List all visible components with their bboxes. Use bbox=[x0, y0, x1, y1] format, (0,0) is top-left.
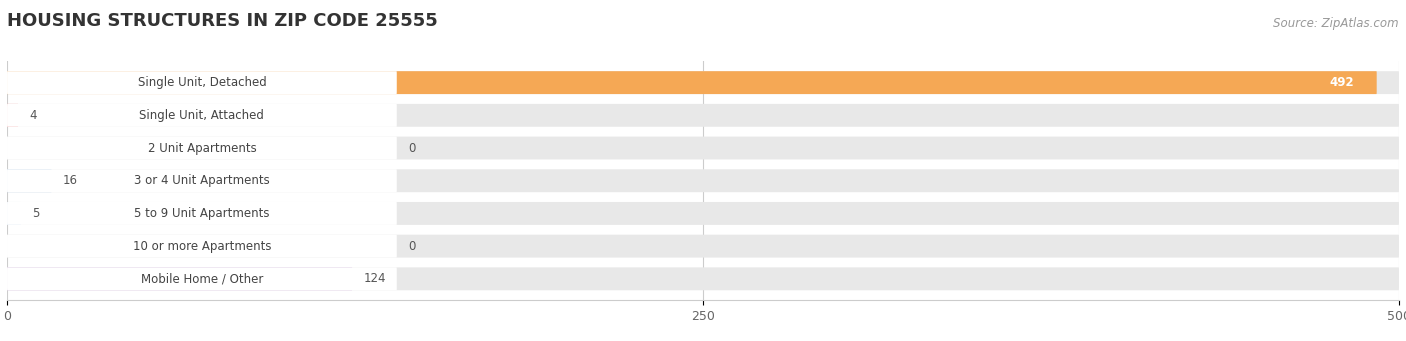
FancyBboxPatch shape bbox=[7, 169, 1399, 192]
Text: 124: 124 bbox=[363, 272, 385, 285]
Text: Single Unit, Attached: Single Unit, Attached bbox=[139, 109, 264, 122]
Text: Mobile Home / Other: Mobile Home / Other bbox=[141, 272, 263, 285]
FancyBboxPatch shape bbox=[7, 104, 1399, 127]
FancyBboxPatch shape bbox=[7, 104, 18, 127]
FancyBboxPatch shape bbox=[7, 202, 1399, 225]
Text: 0: 0 bbox=[408, 142, 415, 154]
FancyBboxPatch shape bbox=[7, 104, 396, 127]
FancyBboxPatch shape bbox=[7, 71, 1399, 94]
FancyBboxPatch shape bbox=[7, 267, 1399, 290]
FancyBboxPatch shape bbox=[7, 71, 396, 94]
Text: 5: 5 bbox=[32, 207, 39, 220]
FancyBboxPatch shape bbox=[7, 137, 396, 160]
FancyBboxPatch shape bbox=[7, 169, 396, 192]
FancyBboxPatch shape bbox=[7, 71, 1376, 94]
Text: 2 Unit Apartments: 2 Unit Apartments bbox=[148, 142, 256, 154]
Text: 16: 16 bbox=[63, 174, 77, 187]
FancyBboxPatch shape bbox=[7, 169, 52, 192]
FancyBboxPatch shape bbox=[7, 235, 1399, 257]
FancyBboxPatch shape bbox=[7, 202, 21, 225]
Text: 492: 492 bbox=[1330, 76, 1354, 89]
Text: 5 to 9 Unit Apartments: 5 to 9 Unit Apartments bbox=[134, 207, 270, 220]
FancyBboxPatch shape bbox=[7, 267, 353, 290]
FancyBboxPatch shape bbox=[7, 235, 396, 257]
Text: HOUSING STRUCTURES IN ZIP CODE 25555: HOUSING STRUCTURES IN ZIP CODE 25555 bbox=[7, 12, 437, 30]
Text: 4: 4 bbox=[30, 109, 37, 122]
Text: Single Unit, Detached: Single Unit, Detached bbox=[138, 76, 266, 89]
FancyBboxPatch shape bbox=[7, 267, 396, 290]
FancyBboxPatch shape bbox=[7, 137, 1399, 160]
FancyBboxPatch shape bbox=[7, 202, 396, 225]
Text: 0: 0 bbox=[408, 240, 415, 253]
Text: 3 or 4 Unit Apartments: 3 or 4 Unit Apartments bbox=[134, 174, 270, 187]
Text: 10 or more Apartments: 10 or more Apartments bbox=[132, 240, 271, 253]
Text: Source: ZipAtlas.com: Source: ZipAtlas.com bbox=[1274, 17, 1399, 30]
